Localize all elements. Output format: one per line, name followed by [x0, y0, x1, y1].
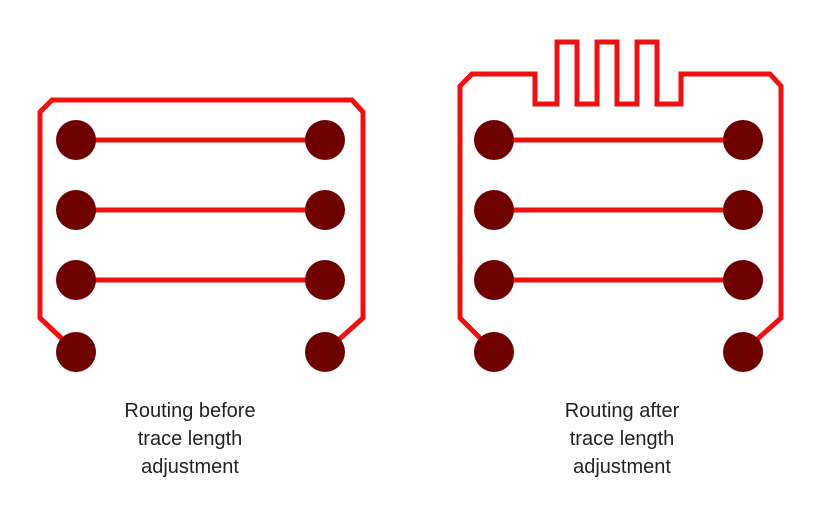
pad: [474, 120, 514, 160]
pads-after: [474, 120, 763, 372]
panel-after: [457, 39, 784, 372]
pad: [723, 120, 763, 160]
traces-before: [37, 97, 366, 354]
pad: [56, 260, 96, 300]
pad: [305, 332, 345, 372]
outer-trace-before: [37, 97, 366, 354]
panel-before: [37, 97, 366, 372]
pad: [474, 190, 514, 230]
pad: [474, 332, 514, 372]
pad: [305, 120, 345, 160]
pad: [305, 260, 345, 300]
pad: [723, 190, 763, 230]
caption-line: Routing after: [564, 400, 680, 422]
caption-line: Routing before: [124, 400, 256, 422]
caption-line: trace length: [569, 428, 675, 450]
pad: [723, 260, 763, 300]
caption-line: adjustment: [573, 456, 671, 478]
pads-before: [56, 120, 345, 372]
caption-line: adjustment: [141, 456, 239, 478]
pad: [56, 120, 96, 160]
caption-before: Routing before trace length adjustment: [70, 397, 310, 481]
outer-trace-after: [457, 39, 784, 354]
pad: [305, 190, 345, 230]
pad: [474, 260, 514, 300]
traces-after: [457, 39, 784, 354]
pad: [56, 332, 96, 372]
caption-line: trace length: [137, 428, 243, 450]
pad: [56, 190, 96, 230]
caption-after: Routing after trace length adjustment: [502, 397, 742, 481]
pad: [723, 332, 763, 372]
